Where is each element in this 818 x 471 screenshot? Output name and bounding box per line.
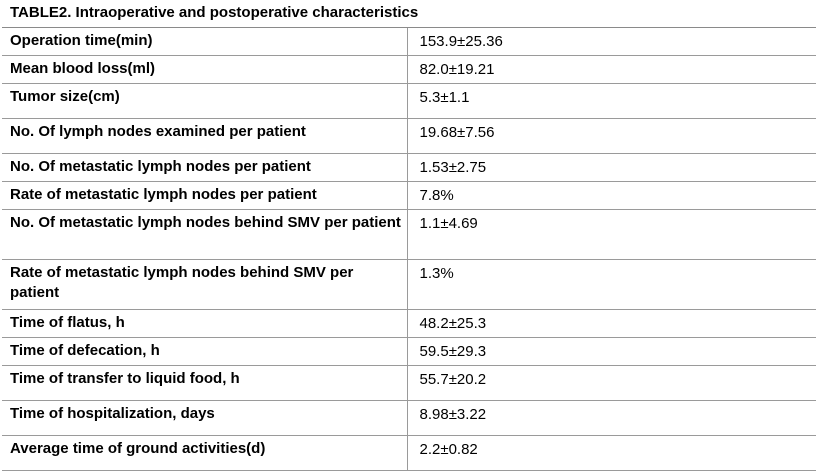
row-label: Average time of ground activities(d) [2, 435, 408, 471]
row-label: Operation time(min) [2, 28, 408, 56]
row-label: Mean blood loss(ml) [2, 55, 408, 84]
row-value: 19.68±7.56 [407, 118, 816, 154]
row-label: No. Of lymph nodes examined per patient [2, 118, 408, 154]
row-label: Time of defecation, h [2, 337, 408, 366]
row-value: 55.7±20.2 [407, 365, 816, 401]
table-row: Tumor size(cm) 5.3±1.1 [2, 83, 816, 119]
table-row: Rate of metastatic lymph nodes behind SM… [2, 259, 816, 310]
row-value: 5.3±1.1 [407, 83, 816, 119]
table-caption: TABLE2. Intraoperative and postoperative… [2, 2, 816, 28]
row-label: Tumor size(cm) [2, 83, 408, 119]
row-label: No. Of metastatic lymph nodes behind SMV… [2, 209, 408, 260]
table-row: No. Of lymph nodes examined per patient … [2, 118, 816, 154]
row-value: 7.8% [407, 181, 816, 210]
table-row: Rate of metastatic lymph nodes per patie… [2, 181, 816, 210]
row-value: 1.1±4.69 [407, 209, 816, 260]
table-row: No. Of metastatic lymph nodes behind SMV… [2, 209, 816, 260]
row-value: 8.98±3.22 [407, 400, 816, 436]
row-label: Rate of metastatic lymph nodes behind SM… [2, 259, 408, 310]
row-label: Time of flatus, h [2, 309, 408, 338]
row-value: 59.5±29.3 [407, 337, 816, 366]
table-row: Time of hospitalization, days 8.98±3.22 [2, 400, 816, 436]
table-row: Time of flatus, h 48.2±25.3 [2, 309, 816, 338]
characteristics-table: Operation time(min) 153.9±25.36 Mean blo… [2, 28, 816, 471]
table-row: Mean blood loss(ml) 82.0±19.21 [2, 55, 816, 84]
row-value: 1.53±2.75 [407, 153, 816, 182]
row-value: 48.2±25.3 [407, 309, 816, 338]
row-label: No. Of metastatic lymph nodes per patien… [2, 153, 408, 182]
row-label: Time of hospitalization, days [2, 400, 408, 436]
table-row: Average time of ground activities(d) 2.2… [2, 435, 816, 471]
table-row: Time of transfer to liquid food, h 55.7±… [2, 365, 816, 401]
row-value: 1.3% [407, 259, 816, 310]
row-value: 153.9±25.36 [407, 28, 816, 56]
row-value: 82.0±19.21 [407, 55, 816, 84]
row-value: 2.2±0.82 [407, 435, 816, 471]
row-label: Time of transfer to liquid food, h [2, 365, 408, 401]
table-row: No. Of metastatic lymph nodes per patien… [2, 153, 816, 182]
table-row: Time of defecation, h 59.5±29.3 [2, 337, 816, 366]
row-label: Rate of metastatic lymph nodes per patie… [2, 181, 408, 210]
table-row: Operation time(min) 153.9±25.36 [2, 28, 816, 56]
